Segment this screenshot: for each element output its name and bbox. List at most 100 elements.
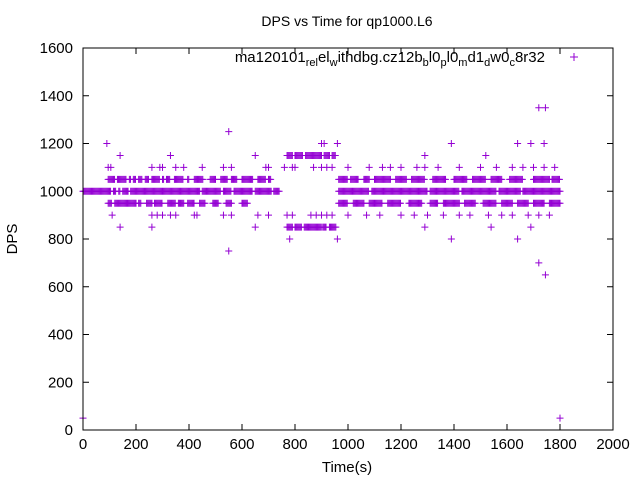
data-point	[492, 163, 500, 171]
data-point	[344, 211, 352, 219]
y-tick-label: 1600	[40, 40, 73, 57]
data-point	[540, 163, 548, 171]
x-axis-label: Time(s)	[322, 459, 372, 476]
data-point	[328, 163, 336, 171]
data-point	[482, 151, 490, 159]
data-point	[527, 223, 535, 231]
data-point	[541, 271, 549, 279]
data-point	[556, 414, 564, 422]
data-point	[455, 211, 463, 219]
data-point	[103, 140, 111, 147]
data-point	[386, 163, 394, 171]
data-point	[333, 140, 341, 147]
data-point	[421, 223, 429, 231]
data-point	[343, 199, 351, 207]
data-point	[410, 211, 418, 219]
data-point	[107, 163, 115, 171]
data-point	[219, 163, 227, 171]
data-point	[514, 140, 522, 147]
data-point	[397, 163, 405, 171]
data-point	[310, 163, 318, 171]
data-point	[434, 163, 442, 171]
data-point	[447, 235, 455, 243]
data-point	[420, 175, 428, 183]
data-point	[397, 211, 405, 219]
data-point	[519, 163, 527, 171]
data-point	[466, 211, 474, 219]
data-point	[328, 211, 336, 219]
data-point	[498, 175, 506, 183]
chart-title: DPS vs Time for qp1000.L6	[261, 13, 432, 29]
data-point	[148, 163, 156, 171]
x-tick-label: 800	[282, 436, 307, 453]
data-point	[288, 211, 296, 219]
data-point	[227, 163, 235, 171]
y-tick-label: 400	[48, 327, 73, 344]
y-tick-label: 600	[48, 279, 73, 296]
data-point	[421, 163, 429, 171]
data-point	[108, 211, 116, 219]
data-point	[524, 211, 532, 219]
x-tick-label: 1400	[437, 436, 470, 453]
y-tick-label: 1200	[40, 136, 73, 153]
x-tick-label: 400	[176, 436, 201, 453]
x-tick-label: 1800	[543, 436, 576, 453]
data-point	[424, 211, 431, 219]
data-point	[421, 151, 429, 159]
data-point	[180, 163, 188, 171]
legend: ma120101relelwithdbg.cz12bbl0pl0md1dw0c8…	[235, 49, 578, 69]
data-point	[484, 211, 492, 219]
data-point	[243, 199, 251, 207]
data-point	[541, 104, 549, 112]
data-point	[254, 211, 262, 219]
data-point	[530, 163, 537, 171]
x-tick-label: 0	[79, 436, 87, 453]
data-point	[418, 199, 426, 207]
data-point	[535, 104, 543, 112]
x-tick-label: 600	[229, 436, 254, 453]
data-point	[275, 187, 283, 195]
data-point	[332, 223, 340, 231]
data-point	[148, 223, 156, 231]
x-tick-label: 2000	[596, 436, 629, 453]
data-point	[487, 223, 495, 231]
data-point	[320, 140, 328, 147]
legend-marker	[570, 53, 578, 61]
data-point	[540, 140, 548, 147]
y-tick-label: 1000	[40, 183, 73, 200]
data-point	[518, 175, 526, 183]
y-tick-label: 1400	[40, 88, 73, 105]
data-point	[286, 235, 294, 243]
data-point	[227, 199, 235, 207]
x-tick-label: 1000	[331, 436, 364, 453]
data-point	[365, 163, 373, 171]
data-point	[219, 211, 227, 219]
data-point	[363, 211, 371, 219]
axis-ticks: 0 200 400 600 800 1000 1200 1400 1600 1800 2000 0 20…	[40, 40, 630, 453]
data-point	[413, 163, 421, 171]
data-point	[172, 211, 180, 219]
data-point	[344, 163, 352, 171]
data-point	[280, 163, 288, 171]
data-point	[166, 151, 174, 159]
data-point	[265, 163, 272, 171]
data-point	[159, 163, 166, 171]
data-point	[527, 140, 535, 147]
data-point	[396, 199, 404, 207]
data-point	[439, 211, 447, 219]
data-point	[545, 211, 553, 219]
y-tick-label: 200	[48, 374, 73, 391]
data-point	[442, 175, 450, 183]
data-point	[159, 211, 166, 219]
data-point	[291, 163, 299, 171]
plot-border	[82, 47, 614, 431]
x-tick-label: 1200	[384, 436, 417, 453]
data-point	[214, 199, 222, 207]
x-tick-label: 1600	[490, 436, 523, 453]
data-point	[556, 199, 564, 207]
data-point	[477, 163, 484, 171]
data-point	[447, 140, 455, 147]
data-point	[551, 163, 559, 171]
y-tick-label: 800	[48, 231, 73, 248]
data-point	[225, 247, 233, 255]
